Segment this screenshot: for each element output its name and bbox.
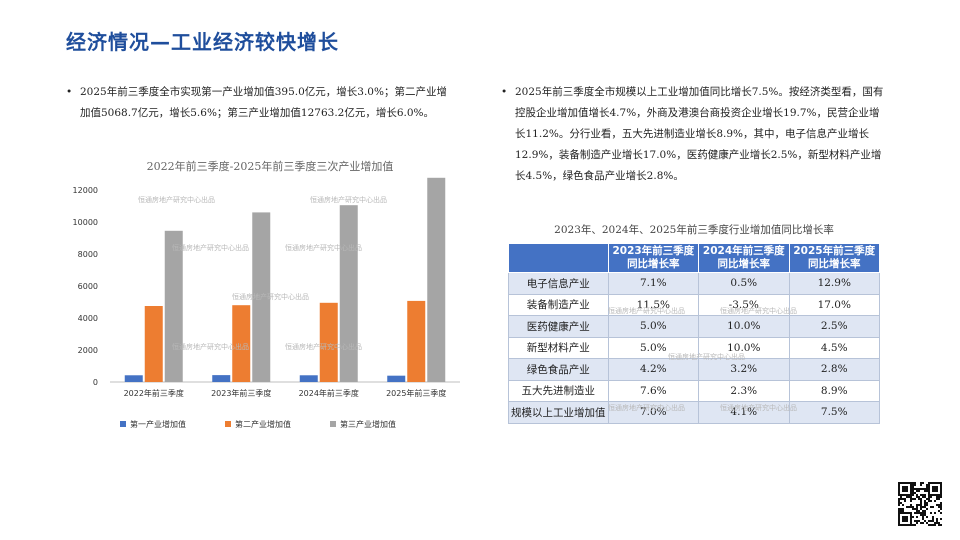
growth-rate-cell: 10.0% [698,315,790,338]
watermark: 恒通房地产研究中心出品 [720,307,797,315]
table-header-row: 2023年前三季度 同比增长率 2024年前三季度 同比增长率 2025年前三季度 同比增… [508,243,880,273]
growth-rate-cell: 7.6% [607,379,700,402]
growth-rate-cell: 3.2% [698,358,790,381]
industry-name-cell: 医药健康产业 [508,315,609,338]
industry-growth-table: 2023年前三季度 同比增长率 2024年前三季度 同比增长率 2025年前三季度 同比增… [508,243,880,424]
bar [407,300,426,382]
table-header-cell: 2023年前三季度 同比增长率 [607,243,700,273]
bullet-dot: • [501,86,508,98]
legend-swatch [330,421,336,427]
growth-rate-cell: 7.5% [788,401,880,424]
industry-name-cell: 电子信息产业 [508,272,609,295]
bullet-text: 2025年前三季度全市实现第一产业增加值395.0亿元，增长3.0%；第二产业增… [80,86,447,119]
table-header-cell: 2024年前三季度 同比增长率 [698,243,790,273]
table-row: 绿色食品产业 4.2% 3.2% 2.8% [508,358,880,381]
legend-label: 第三产业增加值 [340,419,396,429]
watermark: 恒通房地产研究中心出品 [608,307,685,315]
chart-plot: 0 2000 4000 6000 8000 10000 12000 2022年前三季度 2023… [73,177,460,429]
table-header-cell [508,243,609,273]
bar [339,205,358,382]
growth-rate-cell: 7.1% [607,272,700,295]
legend-label: 第二产业增加值 [235,419,291,429]
watermark: 恒通房地产研究中心出品 [310,196,387,204]
y-tick-label: 4000 [78,314,98,323]
growth-rate-cell: 5.0% [607,336,700,359]
legend-label: 第一产业增加值 [130,419,186,429]
watermark: 恒通房地产研究中心出品 [668,353,745,361]
y-tick-label: 12000 [73,186,98,195]
bullet-dot: • [66,86,73,98]
watermark: 恒通房地产研究中心出品 [285,244,362,252]
table-title: 2023年、2024年、2025年前三季度行业增加值同比增长率 [554,224,834,236]
industry-name-cell: 新型材料产业 [508,336,609,359]
bar [252,212,271,382]
growth-rate-cell: 8.9% [788,379,880,402]
growth-rate-cell: 2.5% [788,315,880,338]
x-tick-label: 2024年前三季度 [299,388,359,398]
growth-rate-cell: 11.5% [607,293,700,316]
watermark: 恒通房地产研究中心出品 [172,244,249,252]
chart-title: 2022年前三季度-2025年前三季度三次产业增加值 [146,160,394,173]
table-row: 医药健康产业 5.0% 10.0% 2.5% [508,315,880,338]
bar [164,230,183,382]
industry-name-cell: 五大先进制造业 [508,379,609,402]
x-tick-label: 2023年前三季度 [211,388,271,398]
y-tick-label: 6000 [78,282,98,291]
growth-rate-cell: 2.3% [698,379,790,402]
growth-rate-cell: 2.8% [788,358,880,381]
bar [144,306,163,382]
growth-rate-cell: -3.5% [698,293,790,316]
legend-swatch [225,421,231,427]
industry-name-cell: 规模以上工业增加值 [508,401,609,424]
bullet-text: 2025年前三季度全市规模以上工业增加值同比增长7.5%。按经济类型看，国有控股… [515,86,884,182]
bar [299,375,318,382]
watermark: 恒通房地产研究中心出品 [608,404,685,412]
watermark: 恒通房地产研究中心出品 [172,343,249,351]
growth-rate-cell: 5.0% [607,315,700,338]
growth-rate-cell: 4.5% [788,336,880,359]
x-tick-label: 2022年前三季度 [124,388,184,398]
watermark: 恒通房地产研究中心出品 [285,343,362,351]
table-row: 电子信息产业 7.1% 0.5% 12.9% [508,272,880,295]
table-row: 装备制造产业 11.5% -3.5% 17.0% [508,293,880,316]
bar [232,305,251,382]
table-row: 五大先进制造业 7.6% 2.3% 8.9% [508,379,880,402]
qr-code-icon [898,482,942,526]
growth-rate-cell: 7.0% [607,401,700,424]
y-tick-label: 10000 [73,218,98,227]
industry-value-chart: 2022年前三季度-2025年前三季度三次产业增加值 0 2000 4000 6000… [70,150,470,440]
watermark: 恒通房地产研究中心出品 [138,196,215,204]
industry-name-cell: 绿色食品产业 [508,358,609,381]
bullet-primary-industries: • 2025年前三季度全市实现第一产业增加值395.0亿元，增长3.0%；第二产… [66,82,452,124]
table-row: 新型材料产业 5.0% 10.0% 4.5% [508,336,880,359]
growth-rate-cell: 10.0% [698,336,790,359]
x-tick-label: 2025年前三季度 [386,388,446,398]
growth-rate-cell: 4.1% [698,401,790,424]
legend-swatch [120,421,126,427]
bar [387,375,406,382]
growth-rate-cell: 4.2% [607,358,700,381]
growth-rate-cell: 17.0% [788,293,880,316]
watermark: 恒通房地产研究中心出品 [720,404,797,412]
y-tick-label: 0 [93,378,98,387]
bar [319,302,338,382]
table-header-cell: 2025年前三季度 同比增长率 [788,243,880,273]
table-row: 规模以上工业增加值 7.0% 4.1% 7.5% [508,401,880,424]
growth-rate-cell: 0.5% [698,272,790,295]
watermark: 恒通房地产研究中心出品 [232,293,309,301]
page-title: 经济情况—工业经济较快增长 [66,30,339,54]
bar [124,375,143,382]
bar [427,177,446,382]
bullet-industrial-growth: • 2025年前三季度全市规模以上工业增加值同比增长7.5%。按经济类型看，国有… [501,82,890,187]
y-tick-label: 8000 [78,250,98,259]
bar [212,375,231,382]
y-tick-label: 2000 [78,346,98,355]
industry-name-cell: 装备制造产业 [508,293,609,316]
growth-rate-cell: 12.9% [788,272,880,295]
